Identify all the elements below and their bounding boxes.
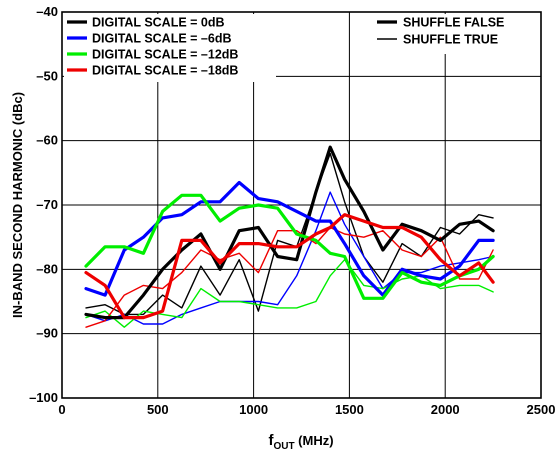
y-tick-label: –60 [36, 133, 58, 148]
legend-label: DIGITAL SCALE = 0dB [92, 16, 225, 30]
x-tick-label: 1500 [335, 402, 364, 417]
legend-label: SHUFFLE TRUE [403, 33, 498, 47]
x-axis-label-subscript: OUT [273, 441, 294, 452]
legend-label: DIGITAL SCALE = –12dB [92, 48, 238, 62]
y-tick-label: –100 [29, 390, 58, 405]
y-tick-label: –70 [36, 197, 58, 212]
y-tick-label: –90 [36, 326, 58, 341]
series-line-18dB-shuffle-false [84, 213, 495, 320]
y-tick-label: –80 [36, 261, 58, 276]
series-line-18dB-shuffle-true [85, 226, 494, 328]
x-tick-label: 2000 [431, 402, 460, 417]
x-axis-label-unit: (MHz) [295, 433, 334, 448]
series-line-6dB-shuffle-false [84, 180, 495, 297]
legend-shuffle-box [373, 14, 539, 54]
y-tick-labels: –100 –90 –80 –70 –60 –50 –40 [29, 4, 58, 405]
series-line-12dB-shuffle-false [84, 193, 495, 300]
series-line-6dB-shuffle-true [85, 191, 494, 325]
y-tick-label: –40 [36, 4, 58, 19]
x-tick-label: 0 [58, 402, 65, 417]
legend-label: DIGITAL SCALE = –6dB [92, 32, 232, 46]
x-tick-label: 2500 [527, 402, 555, 417]
x-tick-labels: 0 500 1000 1500 2000 2500 [58, 402, 555, 417]
series-line-0dB-shuffle-false [84, 145, 495, 320]
x-tick-label: 1000 [239, 402, 268, 417]
legend-label: DIGITAL SCALE = –18dB [92, 64, 238, 78]
legend-scale: DIGITAL SCALE = 0dB DIGITAL SCALE = –6dB D… [67, 16, 238, 78]
legend-label: SHUFFLE FALSE [403, 16, 504, 30]
y-tick-label: –50 [36, 68, 58, 83]
series-lines [84, 145, 495, 328]
y-axis-label: IN-BAND SECOND HARMONIC (dBc) [10, 92, 25, 318]
legend-shuffle: SHUFFLE FALSE SHUFFLE TRUE [377, 16, 504, 47]
x-axis-label: fOUT (MHz) [268, 432, 333, 452]
plot-frame [61, 11, 542, 399]
legend-scale-box [64, 14, 276, 82]
x-tick-label: 500 [147, 402, 169, 417]
x-axis-label-main: f [268, 432, 274, 449]
